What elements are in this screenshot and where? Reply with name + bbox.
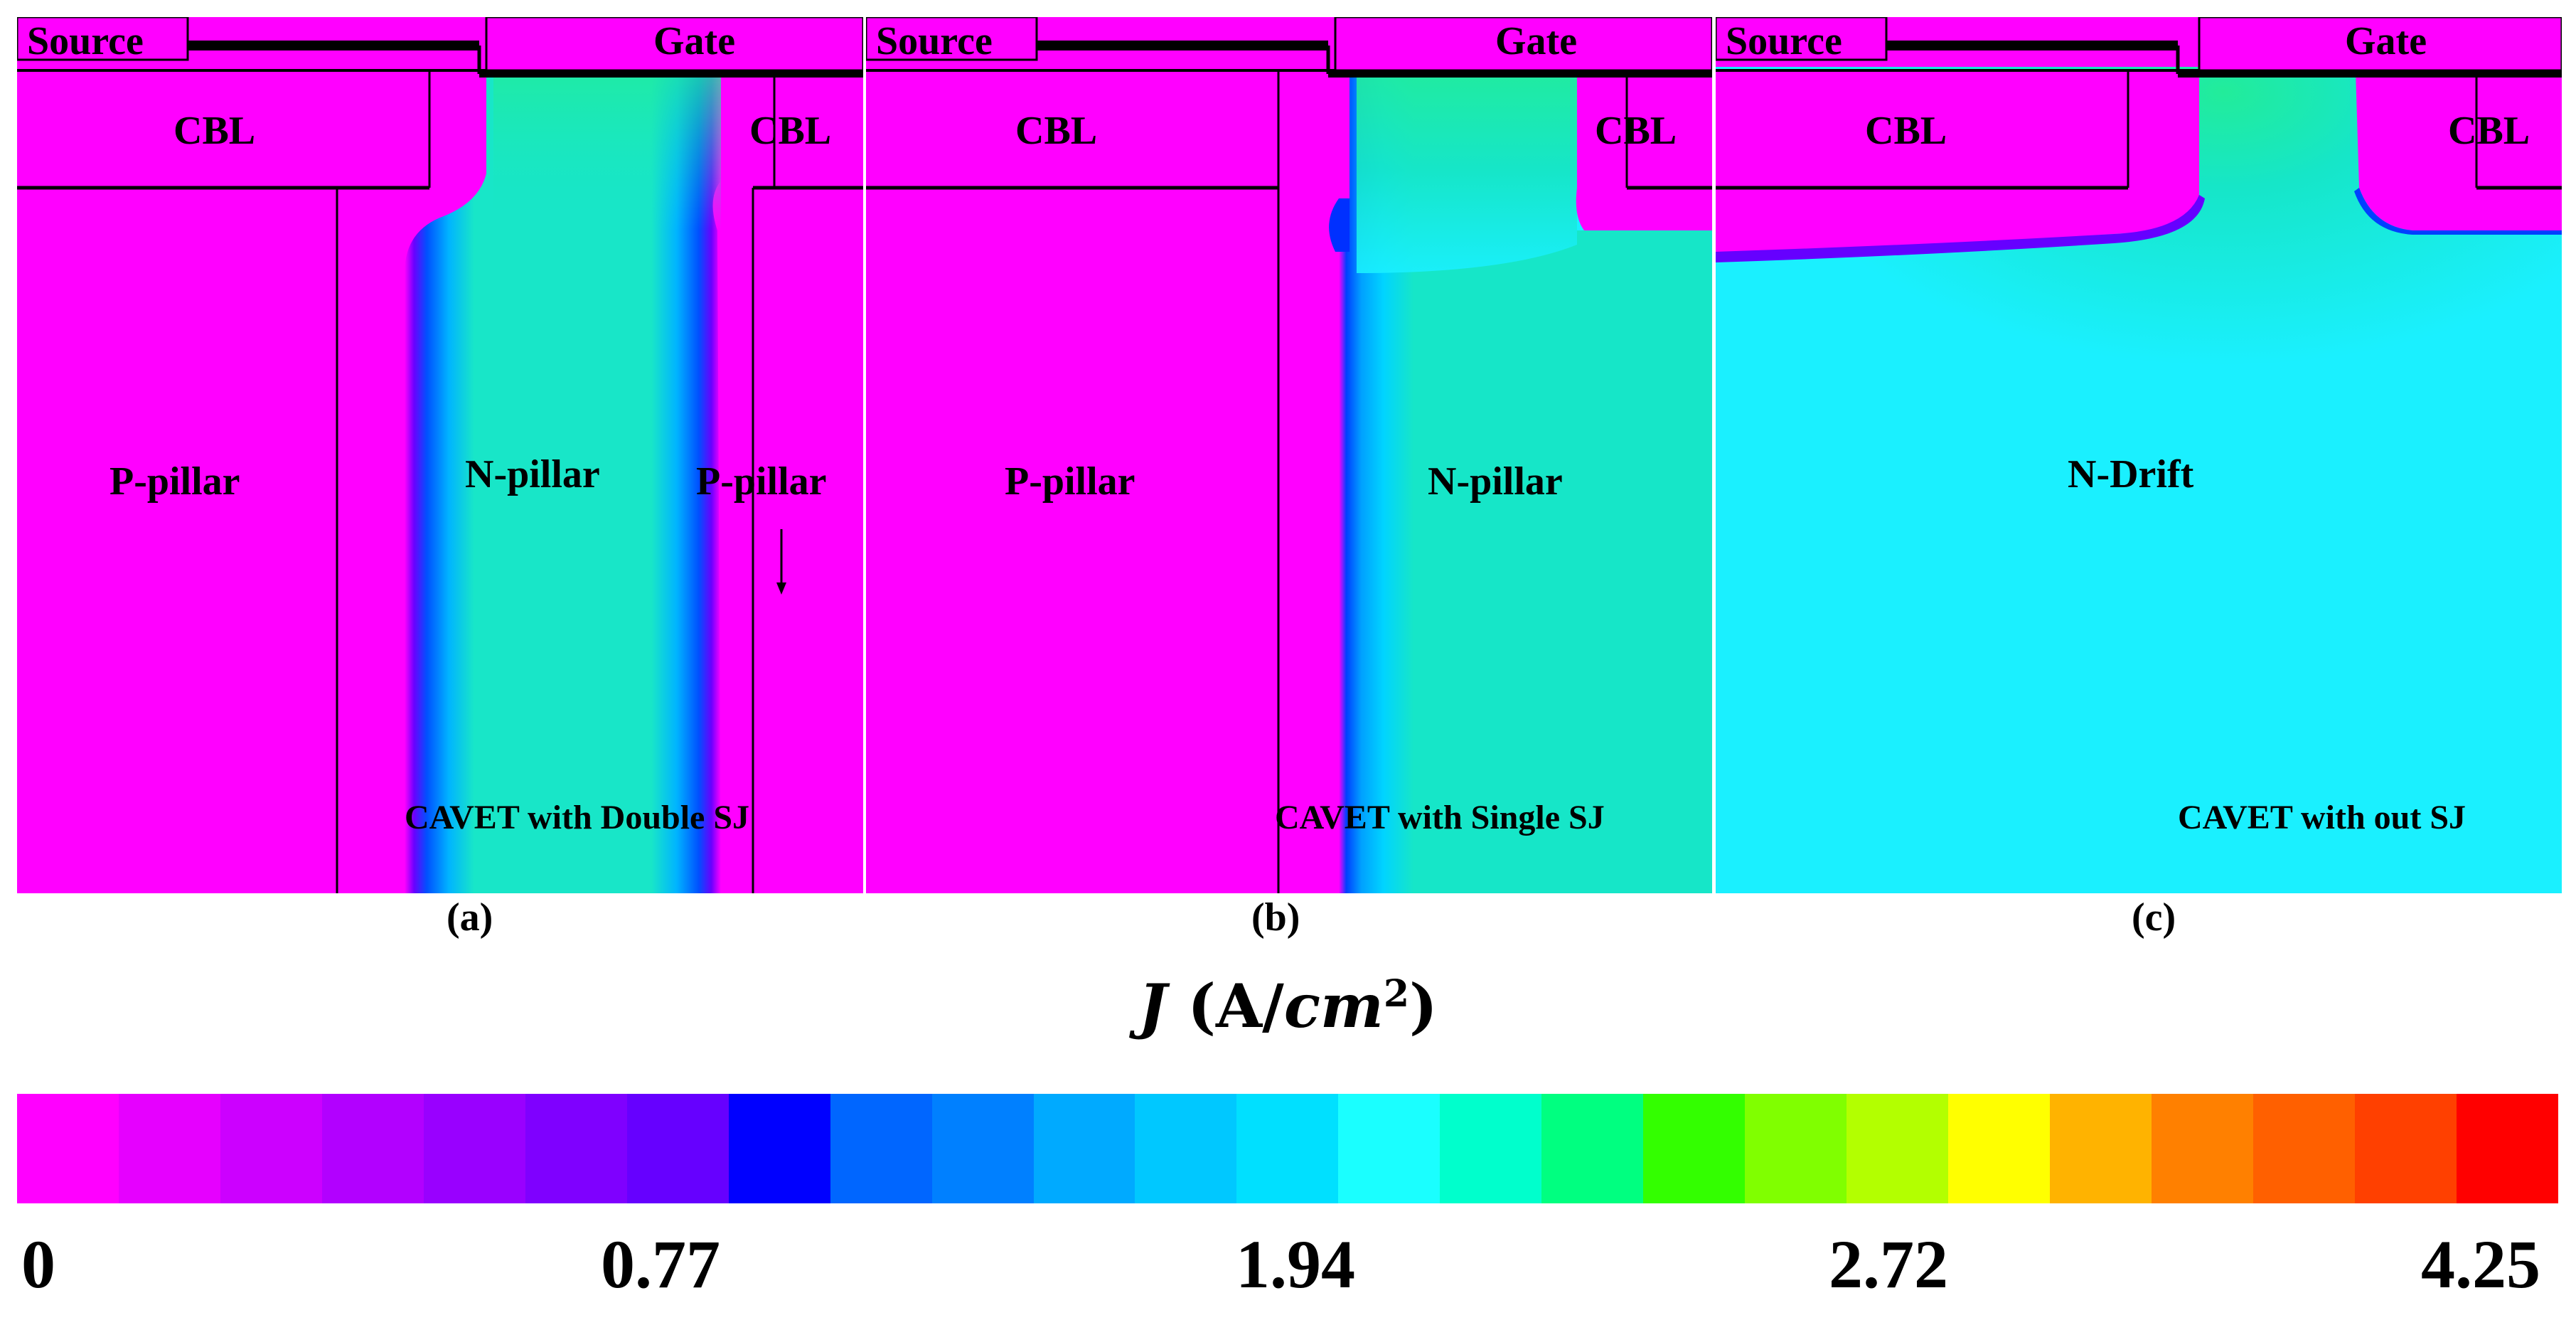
panel-a: Source Gate CBL CBL P-pillar N-pillar P-… bbox=[17, 17, 863, 893]
colorbar-swatch bbox=[1440, 1094, 1542, 1203]
colorbar-swatch bbox=[1745, 1094, 1847, 1203]
panel-caption: CAVET with Single SJ bbox=[1275, 799, 1605, 836]
sublabel-c: (c) bbox=[2132, 895, 2176, 940]
colorbar-swatch bbox=[830, 1094, 932, 1203]
unit-close: ) bbox=[1409, 971, 1438, 1041]
source-label: Source bbox=[27, 19, 144, 63]
colorbar-swatch bbox=[525, 1094, 627, 1203]
n-drift-label: N-Drift bbox=[2068, 452, 2194, 496]
panel-c-field bbox=[1716, 17, 2562, 893]
source-label: Source bbox=[1726, 19, 1842, 63]
colorbar-swatch bbox=[2354, 1094, 2457, 1203]
unit-cm: cm bbox=[1283, 971, 1384, 1041]
tick-425: 4.25 bbox=[2421, 1226, 2540, 1302]
colorbar-title: J (A/cm2) bbox=[0, 976, 2576, 1036]
cbl-left-label: CBL bbox=[1865, 109, 1947, 153]
gate-label: Gate bbox=[2345, 19, 2427, 63]
panel-c: Source Gate CBL CBL N-Drift CAVET with o… bbox=[1716, 17, 2562, 893]
p-pillar-left-label: P-pillar bbox=[109, 459, 240, 504]
cbl-left-label: CBL bbox=[173, 109, 256, 153]
cbl-left-label: CBL bbox=[1015, 109, 1098, 153]
unit-open: (A/ bbox=[1187, 971, 1284, 1041]
tick-194: 1.94 bbox=[1236, 1226, 1355, 1302]
colorbar-swatch bbox=[2152, 1094, 2253, 1203]
panel-caption: CAVET with out SJ bbox=[2178, 799, 2467, 836]
n-pillar-label: N-pillar bbox=[465, 452, 600, 496]
tick-272: 2.72 bbox=[1829, 1226, 1948, 1302]
colorbar-swatch bbox=[1847, 1094, 1949, 1203]
unit-exponent: 2 bbox=[1383, 972, 1410, 1016]
colorbar-swatch bbox=[321, 1094, 424, 1203]
tick-0: 0 bbox=[21, 1226, 55, 1302]
colorbar-swatch bbox=[931, 1094, 1034, 1203]
panel-b-field bbox=[866, 17, 1712, 893]
cbl-right-label: CBL bbox=[749, 109, 832, 153]
colorbar-swatch bbox=[1236, 1094, 1339, 1203]
n-pillar-label: N-pillar bbox=[1428, 459, 1563, 504]
colorbar-swatch bbox=[2456, 1094, 2558, 1203]
cbl-right-label: CBL bbox=[1595, 109, 1677, 153]
current-density-symbol: J bbox=[1138, 971, 1167, 1041]
colorbar bbox=[17, 1094, 2558, 1203]
p-pillar-left-label: P-pillar bbox=[1005, 459, 1135, 504]
colorbar-swatch bbox=[1948, 1094, 2051, 1203]
colorbar-swatch bbox=[2252, 1094, 2355, 1203]
colorbar-swatch bbox=[626, 1094, 729, 1203]
panel-b: Source Gate CBL CBL P-pillar N-pillar CA… bbox=[866, 17, 1712, 893]
panel-caption: CAVET with Double SJ bbox=[405, 799, 750, 836]
colorbar-swatch bbox=[1338, 1094, 1441, 1203]
tick-077: 0.77 bbox=[601, 1226, 720, 1302]
colorbar-swatch bbox=[1541, 1094, 1644, 1203]
colorbar-swatch bbox=[17, 1094, 119, 1203]
colorbar-swatch bbox=[1643, 1094, 1746, 1203]
colorbar-swatch bbox=[220, 1094, 322, 1203]
colorbar-swatch bbox=[2050, 1094, 2152, 1203]
gate-label: Gate bbox=[653, 19, 736, 63]
colorbar-swatch bbox=[1135, 1094, 1237, 1203]
cbl-right-label: CBL bbox=[2448, 109, 2530, 153]
source-label: Source bbox=[876, 19, 993, 63]
sublabel-a: (a) bbox=[447, 895, 493, 940]
colorbar-swatch bbox=[1033, 1094, 1135, 1203]
colorbar-swatch bbox=[728, 1094, 830, 1203]
p-pillar-right-label: P-pillar bbox=[696, 459, 827, 504]
colorbar-swatch bbox=[423, 1094, 525, 1203]
sublabel-b: (b) bbox=[1251, 895, 1300, 940]
gate-label: Gate bbox=[1495, 19, 1578, 63]
colorbar-swatch bbox=[118, 1094, 220, 1203]
panel-a-field bbox=[17, 17, 863, 893]
